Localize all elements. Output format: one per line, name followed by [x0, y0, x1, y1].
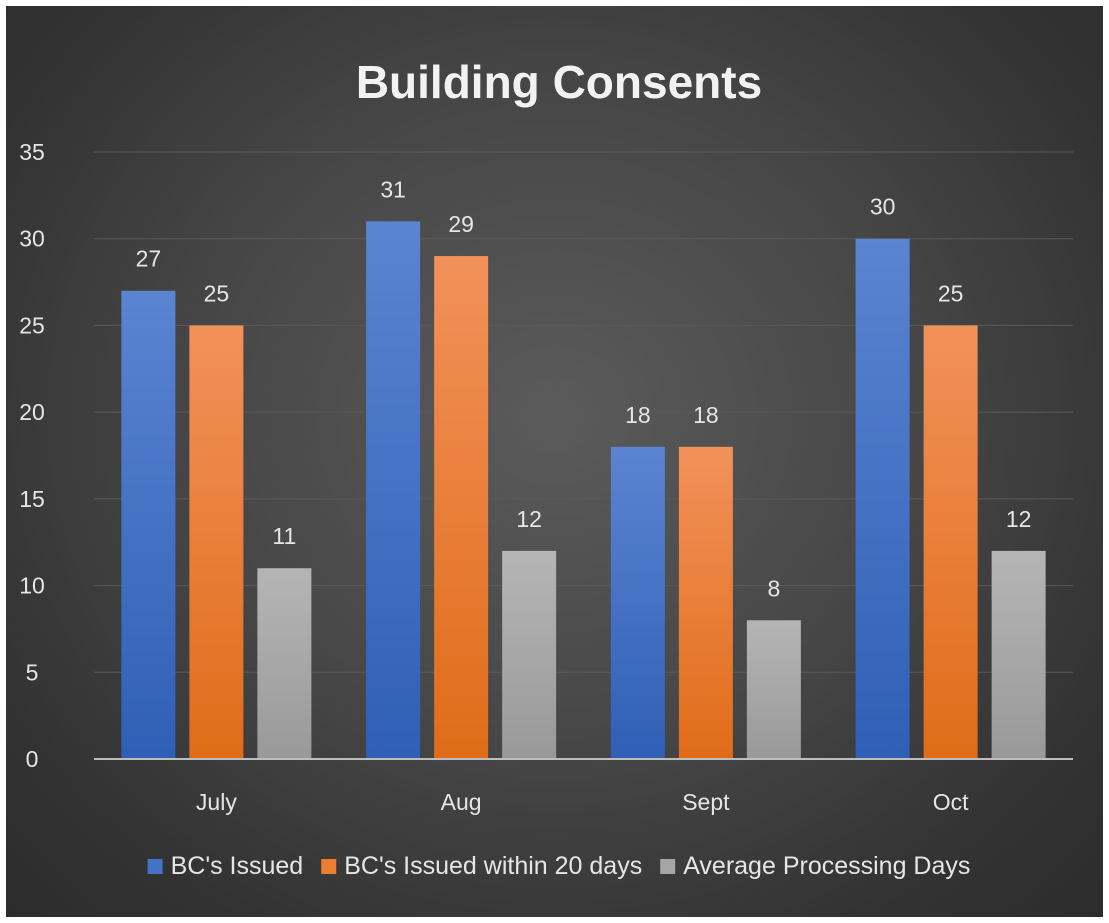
bar-sept-series-1	[610, 446, 665, 759]
bar-oct-series-1	[855, 238, 910, 759]
y-axis-tick-labels: 0 5 10 15 20 25 30 35	[19, 139, 45, 772]
category-label: Oct	[933, 789, 969, 815]
data-label: 25	[204, 280, 230, 306]
data-label: 11	[272, 523, 296, 549]
bar-aug-series-2	[434, 256, 489, 759]
data-label: 18	[693, 402, 719, 428]
bar-aug-series-3	[502, 550, 557, 759]
legend-label: BC's Issued	[171, 852, 304, 880]
x-axis-category-labels: July Aug Sept Oct	[196, 789, 969, 815]
bar-oct-series-3	[991, 550, 1046, 759]
bar-oct-series-2	[923, 325, 978, 759]
legend-swatch	[660, 859, 676, 874]
y-tick-label: 35	[19, 139, 45, 165]
bar-july-series-2	[189, 325, 244, 759]
data-label: 31	[380, 176, 406, 202]
data-label: 30	[870, 194, 896, 220]
legend-item: BC's Issued within 20 days	[321, 852, 642, 880]
category-label: July	[196, 789, 237, 815]
bars	[121, 221, 1046, 759]
data-label: 18	[625, 402, 651, 428]
y-tick-label: 10	[19, 573, 45, 599]
gridlines	[94, 151, 1073, 673]
data-label: 12	[1006, 506, 1032, 532]
bar-july-series-3	[257, 568, 312, 759]
bar-sept-series-2	[678, 446, 733, 759]
y-tick-label: 5	[26, 659, 39, 685]
y-tick-label: 20	[19, 399, 45, 425]
y-tick-label: 15	[19, 486, 45, 512]
y-tick-label: 0	[26, 746, 39, 772]
data-labels: 27 25 11 31 29 12 18 18 8 30 25 12	[136, 176, 1032, 601]
legend-swatch	[147, 859, 163, 874]
bar-aug-series-1	[366, 221, 421, 759]
legend-swatch	[321, 859, 337, 874]
building-consents-chart: Building Consents 0 5 10 15 20 25 30 35 27 25 11 3…	[19, 56, 1073, 880]
data-label: 25	[938, 280, 964, 306]
data-label: 27	[136, 246, 162, 272]
bar-sept-series-3	[746, 620, 801, 759]
data-label: 8	[767, 575, 780, 601]
legend: BC's Issued BC's Issued within 20 days Ave…	[147, 852, 970, 880]
legend-item: BC's Issued	[147, 852, 304, 880]
legend-label: BC's Issued within 20 days	[344, 852, 642, 880]
y-tick-label: 30	[19, 226, 45, 252]
chart-title: Building Consents	[356, 56, 762, 108]
category-label: Sept	[682, 789, 730, 815]
chart-panel: Building Consents 0 5 10 15 20 25 30 35 27 25 11 3…	[6, 6, 1103, 917]
legend-item: Average Processing Days	[660, 852, 970, 880]
y-tick-label: 25	[19, 312, 45, 338]
data-label: 29	[448, 211, 474, 237]
category-label: Aug	[441, 789, 482, 815]
bar-july-series-1	[121, 290, 176, 759]
legend-label: Average Processing Days	[683, 852, 970, 880]
data-label: 12	[516, 506, 542, 532]
